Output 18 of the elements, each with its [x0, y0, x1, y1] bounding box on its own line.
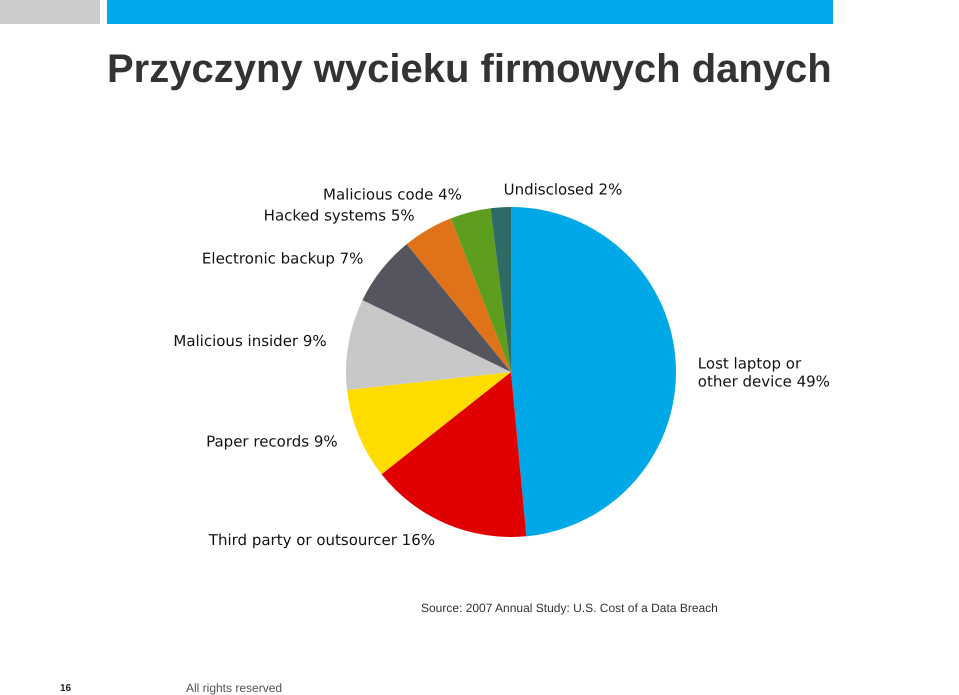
- slice-label: Paper records 9%: [206, 432, 338, 450]
- pie-slice: [346, 300, 511, 390]
- chart-title: Przyczyny wycieku firmowych danych: [107, 47, 832, 91]
- slice-label: Electronic backup 7%: [202, 250, 364, 268]
- text: 16: [60, 683, 72, 694]
- text: All rights reserved: [186, 681, 282, 695]
- pie-slice: [362, 244, 511, 372]
- slice-label: Malicious insider 9%: [173, 332, 327, 350]
- slice-label: Lost laptop or other device 49%: [698, 354, 830, 390]
- pie-slice: [511, 207, 676, 536]
- slice-label: Undisclosed 2%: [504, 180, 622, 198]
- pie-slice: [346, 372, 511, 474]
- slice-label: Third party or outsourcer 16%: [208, 531, 435, 550]
- slice-label: Hacked systems 5%: [264, 206, 415, 225]
- pie-slice: [490, 207, 511, 372]
- pie-slice: [450, 208, 511, 372]
- slice-label: Malicious code 4%: [323, 186, 462, 204]
- source-note: Source: 2007 Annual Study: U.S. Cost of a Data Breach: [421, 601, 718, 615]
